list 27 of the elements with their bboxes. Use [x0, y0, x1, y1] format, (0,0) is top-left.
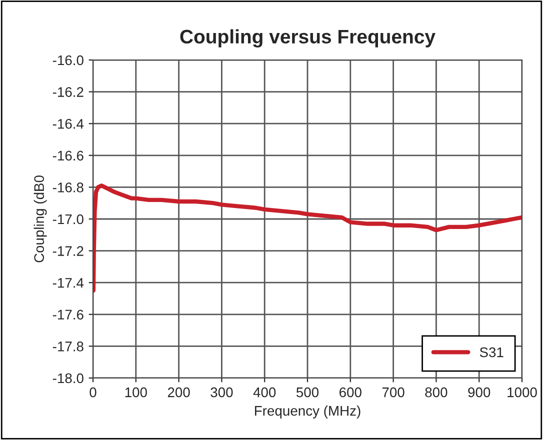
x-tick-label: 800: [425, 387, 448, 398]
y-tick-label: -16.2: [52, 87, 84, 97]
chart-title: Coupling versus Frequency: [180, 29, 436, 48]
y-tick-label: -17.8: [52, 342, 84, 352]
x-tick-label: 400: [253, 387, 276, 398]
y-tick-label: -18.0: [52, 373, 84, 384]
y-tick-label: -16.8: [52, 182, 84, 192]
y-axis-title: Coupling (dB0: [34, 176, 47, 262]
y-tick-label: -17.0: [52, 214, 84, 224]
y-tick-label: -17.6: [52, 310, 84, 320]
line-series: [93, 184, 522, 293]
x-tick-label: 900: [468, 387, 490, 398]
x-tick-label: 100: [125, 387, 147, 398]
x-tick-label: 600: [340, 387, 362, 398]
x-tick-label: 500: [296, 387, 319, 398]
x-tick-label: 0: [90, 387, 96, 398]
y-tick-label: -17.2: [52, 246, 84, 256]
x-tick-label: 1000: [508, 387, 537, 398]
y-tick-label: -17.4: [52, 278, 84, 288]
y-tick-label: -16.0: [52, 55, 84, 66]
y-tick-label: -16.4: [52, 118, 84, 129]
x-tick-label: 300: [210, 387, 233, 398]
y-tick-label: -16.6: [52, 150, 84, 161]
x-tick-label: 200: [168, 387, 190, 398]
x-axis-title: Frequency (MHz): [255, 406, 360, 418]
x-tick-label: 700: [382, 387, 404, 398]
legend-label: S31: [480, 347, 504, 358]
